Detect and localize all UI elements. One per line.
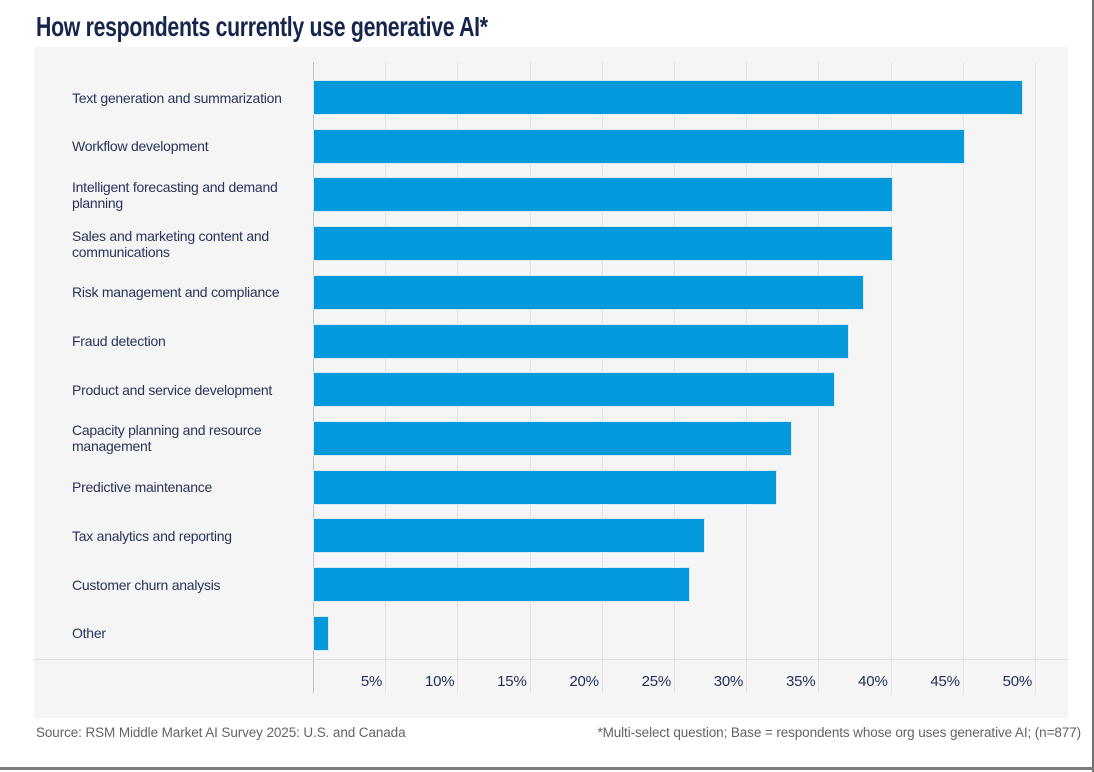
bar (314, 519, 704, 553)
x-tick-label: 20% (569, 673, 599, 690)
x-tick-label: 30% (713, 673, 744, 690)
bar (314, 421, 791, 455)
x-axis-baseline (34, 659, 1068, 660)
category-label: Text generation and summarization (72, 89, 282, 106)
x-tick-label: 45% (930, 673, 960, 690)
category-label: Customer churn analysis (72, 576, 221, 593)
category-label: Risk management and compliance (72, 284, 280, 301)
gridline (890, 62, 892, 693)
category-label: Predictive maintenance (72, 479, 213, 496)
bar (314, 616, 329, 650)
x-tick-label: 25% (641, 673, 672, 690)
bar (314, 275, 863, 309)
category-label: Other (72, 625, 106, 642)
x-tick-label: 40% (858, 673, 888, 690)
category-label: Capacity planning and resource managemen… (72, 422, 262, 455)
category-label: Sales and marketing content and communic… (72, 227, 269, 260)
page-border-right (1092, 0, 1094, 772)
bar (314, 470, 777, 504)
x-tick-label: 35% (785, 673, 816, 690)
bar (314, 129, 964, 163)
category-label: Product and service development (72, 381, 273, 398)
category-label: Tax analytics and reporting (72, 527, 232, 544)
chart-panel: 5% 10% 15% 20% 25% 30% 35% 40% 45% 50% Text genera… (34, 47, 1068, 718)
bar (314, 324, 849, 358)
footer-note-text: *Multi-select question; Base = responden… (597, 725, 1081, 740)
page-title: How respondents currently use generative… (36, 11, 488, 42)
category-label: Fraud detection (72, 333, 166, 349)
x-tick-label: 15% (497, 673, 527, 690)
footer-source-text: Source: RSM Middle Market AI Survey 2025… (36, 725, 406, 740)
category-label: Intelligent forecasting and demand plann… (72, 178, 278, 211)
category-label: Workflow development (72, 138, 209, 155)
page-border-bottom (0, 767, 1094, 770)
bar (314, 568, 690, 601)
bar (314, 178, 892, 212)
gridline (962, 62, 964, 693)
gridline (1035, 62, 1036, 693)
x-tick-label: 5% (360, 673, 383, 690)
bar (314, 373, 834, 407)
x-tick-label: 10% (424, 673, 455, 690)
bar (314, 81, 1022, 114)
x-tick-label: 50% (1002, 673, 1033, 690)
y-axis-line (313, 62, 314, 693)
bar (314, 227, 892, 261)
